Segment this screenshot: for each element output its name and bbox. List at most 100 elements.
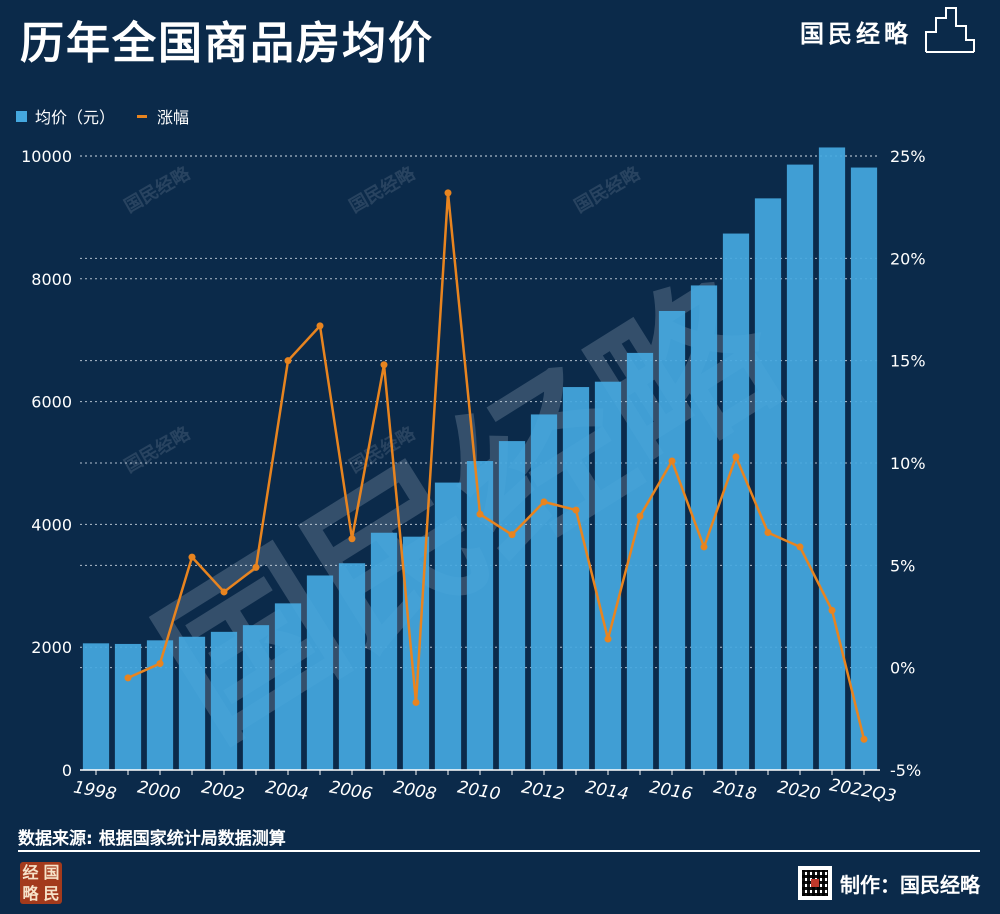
x-tick-label: 2004 <box>264 777 310 804</box>
y-left-tick-label: 8000 <box>31 270 72 289</box>
x-tick-label: 2022Q3 <box>828 775 898 806</box>
bar-2018 <box>722 233 750 770</box>
seal-char: 经 <box>22 863 39 882</box>
growth-point-2009 <box>444 189 452 197</box>
watermark-small: 国民经略 <box>570 162 644 218</box>
bar-2013 <box>562 387 590 770</box>
chart-legend: 均价（元） 涨幅 <box>16 104 211 128</box>
growth-point-2004 <box>284 357 292 365</box>
growth-point-2013 <box>572 506 580 514</box>
y-right-tick-label: 5% <box>890 556 915 575</box>
watermark-small: 国民经略 <box>120 162 194 218</box>
x-tick-label: 2016 <box>648 777 694 804</box>
seal-logo: 经 国 略 民 <box>20 862 62 904</box>
bar-2016 <box>658 310 686 770</box>
growth-point-2020 <box>796 543 804 551</box>
seal-char: 民 <box>43 884 60 903</box>
growth-point-2014 <box>604 635 612 643</box>
legend-swatch-bar <box>16 110 27 122</box>
bar-1998 <box>82 643 110 770</box>
chart-axes <box>80 769 880 775</box>
y-left-tick-label: 0 <box>62 761 72 780</box>
seal-char: 国 <box>43 863 60 882</box>
growth-point-2001 <box>188 553 196 561</box>
bar-2014 <box>594 381 622 770</box>
x-tick-label: 2006 <box>328 777 374 804</box>
bar-2015 <box>626 352 654 770</box>
y-right-tick-label: 15% <box>890 352 926 371</box>
bar-2007 <box>370 532 398 770</box>
bar-2003 <box>242 625 270 770</box>
y-left-tick-label: 2000 <box>31 638 72 657</box>
bar-2001 <box>178 636 206 770</box>
credit-text: 制作：国民经略 <box>840 872 980 897</box>
x-tick-label: 1998 <box>72 777 118 804</box>
growth-line-path <box>127 191 866 740</box>
y-left-tick-label: 6000 <box>31 393 72 412</box>
y-left-tick-labels: 0 2000 4000 6000 8000 10000 <box>21 147 72 780</box>
watermark-small: 国民经略 <box>345 162 419 218</box>
growth-point-2010 <box>476 510 484 518</box>
bar-1999 <box>114 643 142 770</box>
growth-point-2015 <box>636 512 644 520</box>
bar-2004 <box>274 603 302 770</box>
bar-2017 <box>690 285 718 770</box>
growth-point-2006 <box>348 535 356 543</box>
legend-item-price: 均价（元） <box>16 104 115 128</box>
growth-point-2003 <box>252 563 260 571</box>
y-right-tick-label: -5% <box>890 761 921 780</box>
y-left-tick-label: 10000 <box>21 147 72 166</box>
growth-point-2012 <box>540 498 548 506</box>
x-tick-label: 2008 <box>392 777 438 804</box>
footer-divider <box>18 850 980 852</box>
watermark-small: 国民经略 <box>120 422 194 478</box>
growth-point-2022Q3 <box>860 735 868 743</box>
bar-2009 <box>434 482 462 770</box>
x-tick-label: 2000 <box>136 777 182 804</box>
y-right-tick-label: 10% <box>890 454 926 473</box>
y-right-tick-labels: -5% 0% 5% 10% 15% 20% 25% <box>890 147 926 780</box>
growth-point-2002 <box>220 588 228 596</box>
y-right-tick-label: 25% <box>890 147 926 166</box>
growth-point-2008 <box>412 698 420 706</box>
bar-2021 <box>818 147 846 770</box>
legend-item-growth: 涨幅 <box>137 104 189 128</box>
growth-point-2019 <box>764 529 772 537</box>
x-tick-label: 2014 <box>584 777 630 804</box>
x-tick-labels: 1998 2000 2002 2004 2006 2008 2010 2012 2014 2016… <box>72 775 898 806</box>
growth-point-2000 <box>156 660 164 668</box>
y-right-tick-label: 0% <box>890 659 915 678</box>
x-tick-label: 2012 <box>520 777 566 804</box>
seal-char: 略 <box>22 884 39 903</box>
bar-2020 <box>786 164 814 770</box>
x-tick-label: 2010 <box>456 777 502 804</box>
footer-credit: 制作：国民经略 <box>798 866 980 900</box>
city-skyline-icon <box>925 7 975 53</box>
legend-label-price: 均价（元） <box>35 108 116 127</box>
x-tick-label: 2018 <box>712 777 758 804</box>
growth-point-2021 <box>828 606 836 614</box>
brand-name: 国民经略 <box>800 20 912 48</box>
legend-swatch-line <box>137 114 148 118</box>
x-tick-label: 2002 <box>200 777 246 804</box>
legend-label-growth: 涨幅 <box>157 108 190 127</box>
growth-point-2005 <box>316 322 324 330</box>
bar-2022Q3 <box>850 167 878 770</box>
bar-2006 <box>338 563 366 770</box>
bar-2011 <box>498 441 526 770</box>
y-right-tick-label: 20% <box>890 249 926 268</box>
growth-point-2007 <box>380 361 388 369</box>
data-source-note: 数据来源: 根据国家统计局数据测算 <box>18 829 286 849</box>
brand-logo: 国民经略 <box>786 6 976 54</box>
growth-line <box>124 189 868 743</box>
growth-point-2011 <box>508 531 516 539</box>
x-tick-label: 2020 <box>776 777 822 804</box>
bar-2019 <box>754 198 782 771</box>
qr-code-icon <box>798 866 832 900</box>
chart-title: 历年全国商品房均价 <box>20 18 434 69</box>
growth-point-2017 <box>700 543 708 551</box>
growth-point-2016 <box>668 457 676 465</box>
growth-point-1999 <box>124 674 132 682</box>
bar-2012 <box>530 414 558 770</box>
